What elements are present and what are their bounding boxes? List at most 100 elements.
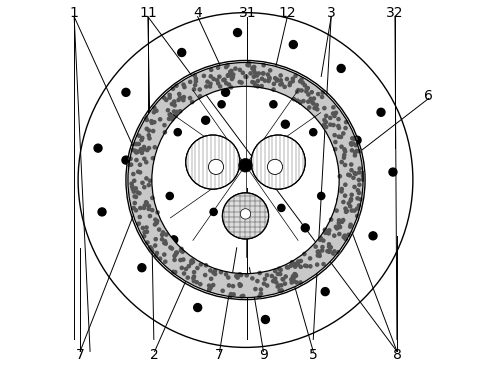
Circle shape: [209, 159, 223, 174]
Circle shape: [325, 126, 327, 129]
Circle shape: [291, 77, 295, 80]
Circle shape: [232, 293, 235, 296]
Circle shape: [163, 124, 166, 127]
Circle shape: [354, 137, 357, 140]
Circle shape: [307, 93, 310, 96]
Circle shape: [251, 135, 305, 189]
Circle shape: [357, 191, 360, 194]
Text: 2: 2: [150, 349, 159, 362]
Circle shape: [340, 220, 344, 223]
Circle shape: [226, 64, 229, 67]
Circle shape: [334, 141, 337, 144]
Circle shape: [161, 233, 164, 237]
Circle shape: [131, 185, 134, 188]
Circle shape: [155, 221, 158, 224]
Circle shape: [142, 235, 146, 238]
Circle shape: [145, 127, 148, 130]
Circle shape: [280, 284, 283, 287]
Circle shape: [356, 189, 359, 192]
Circle shape: [312, 102, 315, 105]
Circle shape: [350, 143, 353, 146]
Circle shape: [350, 168, 353, 172]
Circle shape: [175, 84, 178, 87]
Text: 6: 6: [424, 89, 433, 103]
Circle shape: [178, 49, 186, 56]
Circle shape: [135, 195, 137, 199]
Circle shape: [337, 222, 340, 225]
Circle shape: [222, 193, 269, 239]
Circle shape: [136, 191, 139, 194]
Circle shape: [224, 65, 228, 69]
Circle shape: [291, 275, 295, 278]
Circle shape: [129, 157, 132, 160]
Text: 7: 7: [76, 349, 84, 362]
Circle shape: [132, 190, 136, 193]
Circle shape: [130, 182, 133, 185]
Text: 11: 11: [139, 6, 157, 20]
Circle shape: [164, 242, 167, 245]
Circle shape: [147, 208, 150, 211]
Circle shape: [148, 179, 152, 182]
Circle shape: [128, 163, 131, 166]
Circle shape: [185, 267, 188, 271]
Circle shape: [261, 72, 265, 75]
Circle shape: [251, 80, 254, 83]
Circle shape: [224, 273, 228, 276]
Circle shape: [189, 80, 192, 83]
Text: 3: 3: [327, 6, 335, 20]
Circle shape: [357, 204, 361, 207]
Circle shape: [359, 198, 362, 201]
Circle shape: [266, 273, 269, 277]
Circle shape: [377, 108, 385, 116]
Circle shape: [240, 295, 244, 298]
Circle shape: [189, 96, 191, 100]
Circle shape: [299, 259, 302, 262]
Circle shape: [262, 72, 265, 75]
Circle shape: [253, 81, 256, 85]
Circle shape: [342, 218, 345, 221]
Circle shape: [296, 99, 299, 102]
Circle shape: [175, 110, 178, 114]
Circle shape: [294, 265, 297, 268]
Circle shape: [147, 205, 151, 208]
Circle shape: [340, 190, 343, 193]
Circle shape: [302, 100, 305, 103]
Circle shape: [168, 93, 171, 97]
Circle shape: [153, 223, 157, 226]
Circle shape: [331, 252, 335, 255]
Circle shape: [173, 254, 176, 258]
Circle shape: [293, 262, 296, 266]
Circle shape: [299, 101, 302, 104]
Circle shape: [209, 75, 212, 78]
Circle shape: [152, 111, 156, 114]
Circle shape: [276, 272, 279, 276]
Circle shape: [353, 136, 361, 144]
Circle shape: [300, 78, 303, 81]
Circle shape: [327, 229, 331, 232]
Circle shape: [137, 222, 140, 225]
Circle shape: [171, 87, 175, 90]
Circle shape: [352, 142, 355, 145]
Circle shape: [327, 232, 330, 235]
Circle shape: [170, 236, 178, 244]
Circle shape: [324, 231, 327, 234]
Circle shape: [293, 273, 296, 276]
Circle shape: [308, 106, 311, 109]
Circle shape: [141, 226, 144, 230]
Circle shape: [229, 86, 233, 89]
Text: 7: 7: [215, 349, 224, 362]
Circle shape: [354, 154, 356, 157]
Circle shape: [258, 295, 261, 298]
Circle shape: [122, 156, 130, 164]
Circle shape: [209, 82, 212, 85]
Circle shape: [178, 92, 181, 96]
Circle shape: [141, 136, 144, 139]
Circle shape: [226, 74, 229, 77]
Circle shape: [319, 238, 322, 241]
Circle shape: [338, 175, 341, 178]
Circle shape: [247, 64, 250, 67]
Circle shape: [291, 261, 294, 264]
Circle shape: [138, 163, 141, 166]
Circle shape: [151, 156, 155, 160]
Circle shape: [260, 77, 264, 80]
